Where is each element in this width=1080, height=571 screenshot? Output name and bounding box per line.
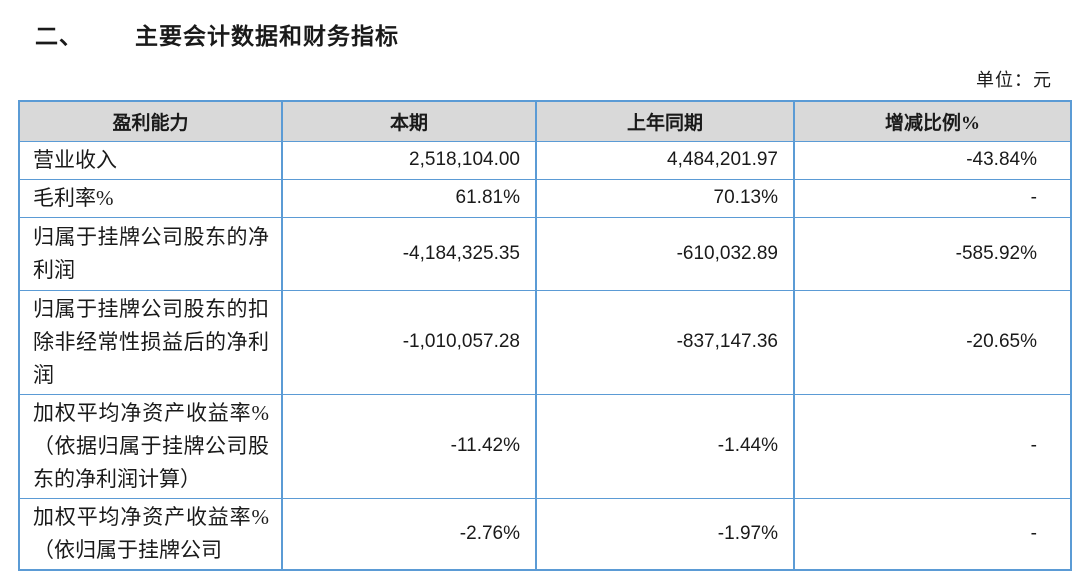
table-row: 归属于挂牌公司股东的扣除非经常性损益后的净利润 -1,010,057.28 -8… bbox=[18, 289, 1072, 395]
table-row: 营业收入 2,518,104.00 4,484,201.97 -43.84% bbox=[18, 140, 1072, 180]
current-period-value: -2.76% bbox=[281, 497, 537, 570]
change-ratio-value: - bbox=[793, 497, 1072, 570]
section-number: 二、 bbox=[35, 24, 83, 49]
table-row: 加权平均净资产收益率%（依据归属于挂牌公司股东的净利润计算） -11.42% -… bbox=[18, 393, 1072, 499]
current-period-value: 2,518,104.00 bbox=[281, 140, 537, 180]
table-row: 归属于挂牌公司股东的净利润 -4,184,325.35 -610,032.89 … bbox=[18, 216, 1072, 291]
indicator-label: 营业收入 bbox=[18, 140, 283, 180]
change-ratio-value: - bbox=[793, 393, 1072, 499]
current-period-value: -11.42% bbox=[281, 393, 537, 499]
column-header-profitability: 盈利能力 bbox=[18, 100, 283, 142]
indicator-label: 加权平均净资产收益率%（依归属于挂牌公司 bbox=[18, 497, 283, 570]
table-row: 毛利率% 61.81% 70.13% - bbox=[18, 178, 1072, 218]
prior-period-value: 70.13% bbox=[535, 178, 795, 218]
column-header-change-ratio: 增减比例% bbox=[793, 100, 1072, 142]
page-title-text: 主要会计数据和财务指标 bbox=[135, 24, 399, 49]
page-title: 二、 主要会计数据和财务指标 bbox=[35, 17, 399, 51]
current-period-value: 61.81% bbox=[281, 178, 537, 218]
change-ratio-value: -20.65% bbox=[793, 289, 1072, 395]
prior-period-value: -1.44% bbox=[535, 393, 795, 499]
current-period-value: -1,010,057.28 bbox=[281, 289, 537, 395]
change-ratio-value: -585.92% bbox=[793, 216, 1072, 291]
current-period-value: -4,184,325.35 bbox=[281, 216, 537, 291]
table-header-row: 盈利能力 本期 上年同期 增减比例% bbox=[18, 100, 1072, 142]
column-header-prior-period: 上年同期 bbox=[535, 100, 795, 142]
column-header-current-period: 本期 bbox=[281, 100, 537, 142]
unit-label: 单位：元 bbox=[976, 70, 1052, 90]
prior-period-value: -1.97% bbox=[535, 497, 795, 570]
financial-indicators-table: 盈利能力 本期 上年同期 增减比例% 营业收入 2,518,104.00 4,4… bbox=[18, 100, 1072, 571]
table-row: 加权平均净资产收益率%（依归属于挂牌公司 -2.76% -1.97% - bbox=[18, 497, 1072, 570]
change-ratio-value: - bbox=[793, 178, 1072, 218]
change-ratio-value: -43.84% bbox=[793, 140, 1072, 180]
indicator-label: 毛利率% bbox=[18, 178, 283, 218]
indicator-label: 归属于挂牌公司股东的净利润 bbox=[18, 216, 283, 291]
prior-period-value: -610,032.89 bbox=[535, 216, 795, 291]
indicator-label: 归属于挂牌公司股东的扣除非经常性损益后的净利润 bbox=[18, 289, 283, 395]
indicator-label: 加权平均净资产收益率%（依据归属于挂牌公司股东的净利润计算） bbox=[18, 393, 283, 499]
prior-period-value: 4,484,201.97 bbox=[535, 140, 795, 180]
prior-period-value: -837,147.36 bbox=[535, 289, 795, 395]
